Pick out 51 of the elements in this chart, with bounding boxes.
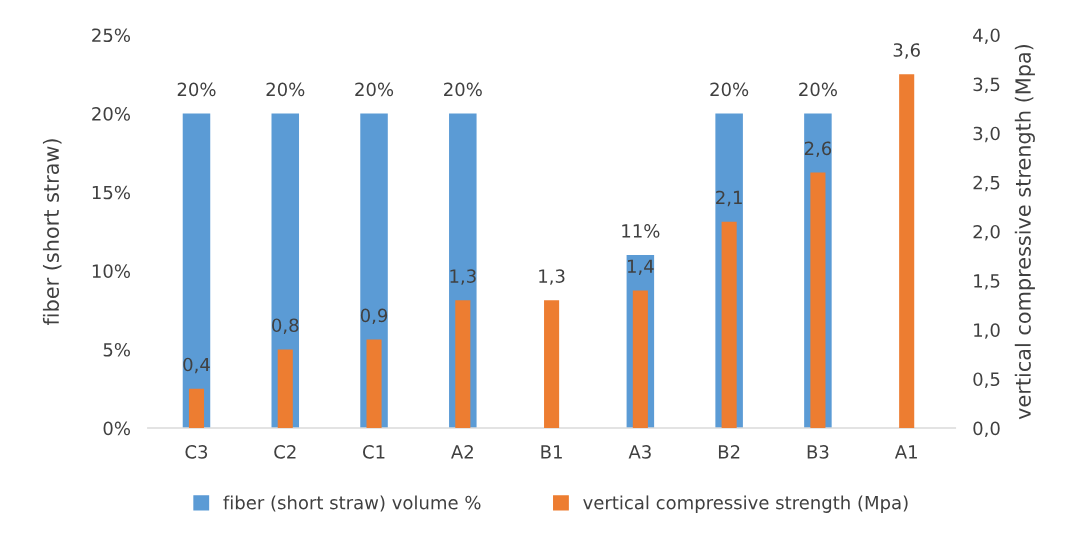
x-tick-label: A2 bbox=[451, 445, 473, 459]
data-label: 11% bbox=[622, 224, 660, 238]
x-tick-label: C1 bbox=[363, 445, 385, 459]
legend-label: fiber (short straw) volume % bbox=[223, 495, 481, 512]
data-label: 2,6 bbox=[804, 141, 832, 157]
data-label: 1,3 bbox=[450, 269, 476, 285]
data-label: 20% bbox=[710, 82, 749, 97]
y-tick-label: 5% bbox=[103, 342, 130, 357]
y2-tick-label: 1,5 bbox=[974, 274, 1000, 290]
data-label: 20% bbox=[177, 82, 216, 97]
data-label: 1,4 bbox=[627, 259, 654, 275]
data-label: 0,4 bbox=[183, 357, 210, 374]
y2-tick-label: 3,0 bbox=[973, 126, 1000, 143]
data-label: 3,6 bbox=[893, 43, 920, 59]
bar bbox=[455, 300, 471, 429]
x-tick-label: C3 bbox=[185, 445, 208, 459]
y2-tick-label: 0,0 bbox=[973, 421, 1000, 438]
data-label: 0,8 bbox=[272, 318, 299, 334]
bar bbox=[721, 221, 737, 429]
bar bbox=[544, 300, 560, 429]
y2-tick-label: 2,5 bbox=[973, 175, 1000, 192]
bar bbox=[899, 74, 915, 429]
y-tick-label: 0% bbox=[103, 421, 130, 436]
y2-tick-label: 4,0 bbox=[973, 28, 1000, 44]
data-label: 20% bbox=[355, 82, 394, 97]
bar bbox=[188, 388, 205, 429]
legend-label: vertical compressive strength (Mpa) bbox=[583, 495, 908, 513]
data-label: 2,1 bbox=[716, 190, 742, 207]
y2-tick-label: 0,5 bbox=[973, 372, 1000, 388]
bar bbox=[277, 349, 293, 429]
y2-tick-label: 3,5 bbox=[973, 77, 1000, 94]
y-tick-label: 10% bbox=[92, 264, 130, 278]
x-tick-label: C2 bbox=[274, 445, 296, 459]
y-tick-label: 20% bbox=[92, 107, 130, 121]
bar bbox=[366, 339, 382, 429]
y-tick-label: 15% bbox=[92, 185, 130, 200]
x-tick-label: B2 bbox=[718, 445, 740, 459]
x-tick-label: B3 bbox=[807, 445, 829, 459]
data-label: 20% bbox=[266, 82, 305, 97]
data-label: 0,9 bbox=[360, 308, 388, 325]
y-tick-label: 25% bbox=[92, 28, 130, 43]
y-axis-title: fiber (short straw) bbox=[42, 139, 62, 326]
x-tick-label: A1 bbox=[894, 445, 917, 459]
data-label: 1,3 bbox=[539, 269, 565, 285]
x-tick-label: B1 bbox=[541, 445, 562, 459]
data-label: 20% bbox=[444, 82, 482, 97]
y2-tick-label: 1,0 bbox=[974, 323, 1000, 339]
x-tick-label: A3 bbox=[628, 445, 651, 459]
y2-tick-label: 2,0 bbox=[973, 224, 1000, 241]
data-label: 20% bbox=[799, 82, 837, 97]
y2-axis-title: vertical compressive strength (Mpa) bbox=[1014, 44, 1035, 420]
